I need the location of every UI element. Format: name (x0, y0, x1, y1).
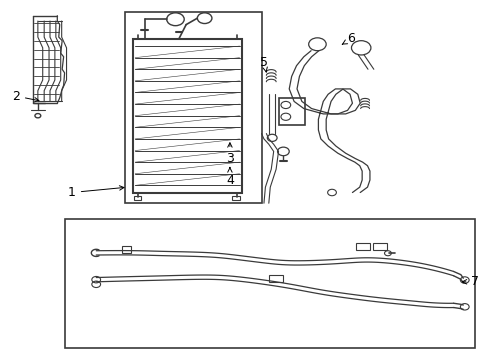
Text: 4: 4 (225, 168, 233, 186)
Text: 6: 6 (342, 32, 355, 45)
Bar (64, 219, 474, 348)
Bar (125, 12, 261, 203)
Bar (278, 98, 305, 125)
Bar (134, 196, 141, 200)
Text: 5: 5 (260, 55, 267, 72)
Text: 1: 1 (68, 186, 123, 199)
Bar (356, 243, 369, 249)
Bar (268, 275, 283, 282)
Text: 2: 2 (12, 90, 39, 103)
Bar (122, 246, 130, 253)
Bar (132, 39, 242, 193)
Bar (372, 243, 386, 249)
Text: 3: 3 (225, 143, 233, 165)
Bar (232, 196, 239, 200)
Text: 7: 7 (461, 275, 478, 288)
